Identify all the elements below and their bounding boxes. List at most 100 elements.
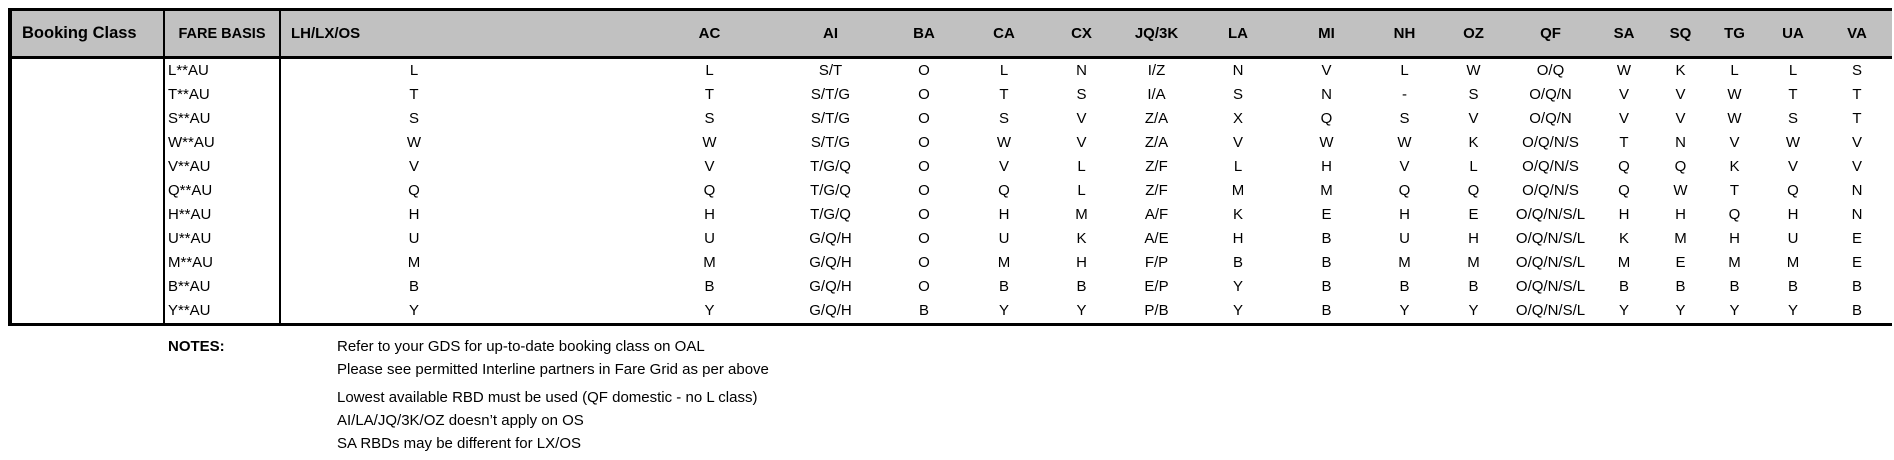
rbd-cell: S bbox=[1076, 86, 1087, 103]
rbd-cell: G/Q/H bbox=[809, 278, 852, 295]
booking-class-table: Booking Class FARE BASIS LH/LX/OS AC AI … bbox=[8, 8, 1893, 326]
rbd-cell: B bbox=[408, 278, 419, 295]
rbd-cell: N bbox=[1321, 86, 1332, 103]
rbd-cell: U bbox=[998, 230, 1010, 247]
rbd-cell: H bbox=[1468, 230, 1479, 247]
rbd-cell: O bbox=[918, 206, 930, 223]
rbd-cell: Q bbox=[1618, 182, 1630, 199]
rbd-cell: O bbox=[918, 182, 930, 199]
rbd-cell: Q bbox=[1674, 158, 1687, 175]
rbd-cell: O/Q/N bbox=[1529, 86, 1572, 103]
rbd-cell: B bbox=[1675, 278, 1686, 295]
rbd-cell: V bbox=[1076, 134, 1087, 151]
rbd-cell: O bbox=[918, 134, 930, 151]
rbd-cell: Y bbox=[1705, 299, 1765, 326]
booking-class-cell bbox=[8, 107, 165, 131]
rbd-cell: Y bbox=[1371, 299, 1439, 326]
rbd-cell: T bbox=[1852, 110, 1862, 127]
rbd-cell: P/B bbox=[1119, 299, 1195, 326]
note-line: Refer to your GDS for up-to-date booking… bbox=[337, 338, 705, 355]
rbd-cell: S bbox=[408, 110, 419, 127]
rbd-cell: S bbox=[1852, 62, 1863, 79]
fare-basis-cell: Q**AU bbox=[164, 179, 281, 203]
table-row: B**AU B B G/Q/H O B B E/P Y B B B O/Q/N/S/L B B B B B bbox=[8, 275, 1892, 299]
rbd-cell: Y bbox=[1194, 299, 1283, 326]
airline-header-va: VA bbox=[1822, 8, 1893, 59]
rbd-cell: B bbox=[999, 278, 1010, 295]
rbd-cell: G/Q/H bbox=[809, 230, 852, 247]
rbd-cell: B bbox=[1822, 299, 1893, 326]
rbd-cell: L bbox=[1788, 62, 1798, 79]
rbd-cell: B bbox=[1399, 278, 1410, 295]
note-line: Please see permitted Interline partners … bbox=[337, 361, 769, 378]
airline-header-ba: BA bbox=[884, 8, 965, 59]
airline-header-tg: TG bbox=[1705, 8, 1765, 59]
rbd-cell: H bbox=[1729, 230, 1740, 247]
rbd-cell: N bbox=[1675, 134, 1686, 151]
spacer-cell bbox=[547, 58, 642, 84]
airline-header-sa: SA bbox=[1592, 8, 1657, 59]
rbd-cell: H bbox=[1076, 254, 1087, 271]
booking-class-cell bbox=[8, 203, 165, 227]
notes-label: NOTES: bbox=[168, 338, 225, 355]
rbd-cell: V bbox=[1076, 110, 1087, 127]
rbd-cell: L bbox=[1233, 158, 1243, 175]
rbd-cell: Y bbox=[280, 299, 547, 326]
rbd-cell: V bbox=[1852, 158, 1863, 175]
rbd-cell: O bbox=[918, 86, 930, 103]
rbd-cell: B bbox=[1321, 278, 1332, 295]
rbd-cell: O/Q/N/S/L bbox=[1509, 299, 1593, 326]
rbd-cell: O bbox=[918, 230, 930, 247]
rbd-cell: Y bbox=[642, 299, 778, 326]
booking-class-cell bbox=[8, 227, 165, 251]
rbd-cell: T bbox=[1852, 86, 1862, 103]
rbd-cell: A/E bbox=[1144, 230, 1169, 247]
rbd-cell: M bbox=[407, 254, 421, 271]
rbd-cell: H bbox=[1675, 206, 1686, 223]
table-row: U**AU U U G/Q/H O U K A/E H B U H O/Q/N/S/L K M H U E bbox=[8, 227, 1892, 251]
booking-class-cell bbox=[8, 83, 165, 107]
rbd-cell: H bbox=[1787, 206, 1799, 223]
rbd-cell: S/T bbox=[818, 62, 843, 79]
rbd-cell: K bbox=[1468, 134, 1479, 151]
notes-lines: Refer to your GDS for up-to-date booking… bbox=[337, 335, 769, 455]
spacer-cell bbox=[547, 179, 642, 203]
rbd-cell: I/A bbox=[1147, 86, 1166, 103]
rbd-cell: Y bbox=[1438, 299, 1510, 326]
rbd-cell: W bbox=[406, 134, 422, 151]
booking-class-cell bbox=[8, 131, 165, 155]
table-row: V**AU V V T/G/Q O V L Z/F L H V L O/Q/N/S Q Q K V V bbox=[8, 155, 1892, 179]
rbd-cell: V bbox=[1852, 134, 1863, 151]
rbd-cell: E bbox=[1852, 254, 1863, 271]
rbd-cell: O bbox=[918, 158, 930, 175]
rbd-cell: M bbox=[1467, 254, 1480, 271]
spacer-cell bbox=[547, 155, 642, 179]
rbd-cell: K bbox=[1076, 230, 1087, 247]
rbd-cell: H bbox=[704, 206, 715, 223]
rbd-cell: W bbox=[1466, 62, 1481, 79]
booking-class-cell bbox=[8, 251, 165, 275]
rbd-cell: W bbox=[1727, 86, 1742, 103]
spacer-cell bbox=[547, 275, 642, 299]
rbd-cell: M bbox=[1231, 182, 1245, 199]
rbd-cell: B bbox=[1321, 230, 1332, 247]
rbd-cell: L bbox=[1730, 62, 1739, 79]
airline-header-ac: AC bbox=[642, 8, 778, 59]
rbd-cell: T/G/Q bbox=[810, 158, 851, 175]
spacer-cell bbox=[547, 131, 642, 155]
airline-header-lh-lx-os: LH/LX/OS bbox=[280, 8, 643, 59]
rbd-cell: B bbox=[704, 278, 715, 295]
rbd-cell: B bbox=[1468, 278, 1479, 295]
airline-header-ai: AI bbox=[777, 8, 885, 59]
rbd-cell: G/Q/H bbox=[777, 299, 885, 326]
rbd-cell: Q bbox=[1320, 110, 1333, 127]
rbd-cell: O/Q/N bbox=[1529, 110, 1572, 127]
booking-class-cell bbox=[8, 299, 165, 326]
rbd-cell: I/Z bbox=[1147, 62, 1166, 79]
rbd-cell: V bbox=[1675, 110, 1686, 127]
fare-basis-cell: W**AU bbox=[164, 131, 281, 155]
rbd-cell: L bbox=[1400, 62, 1409, 79]
rbd-cell: Z/A bbox=[1144, 134, 1169, 151]
rbd-cell: T bbox=[1788, 86, 1798, 103]
